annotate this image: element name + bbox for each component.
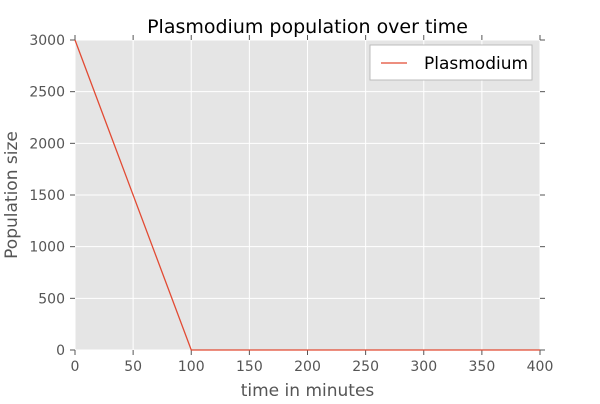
x-tick-label: 0 xyxy=(71,359,80,375)
legend: Plasmodium xyxy=(369,44,533,81)
y-tick-label: 500 xyxy=(38,291,65,307)
axis-ticks xyxy=(70,35,545,355)
axis-tick-labels: 0 50 100 150 200 250 300 350 400 0 500 1000 1500 2000… xyxy=(29,33,553,375)
y-tick-label: 2500 xyxy=(29,85,65,101)
x-tick-label: 50 xyxy=(124,359,142,375)
x-tick-label: 200 xyxy=(294,359,321,375)
y-tick-label: 3000 xyxy=(29,33,65,49)
x-tick-label: 100 xyxy=(178,359,205,375)
y-tick-label: 1500 xyxy=(29,188,65,204)
x-tick-label: 250 xyxy=(352,359,379,375)
y-tick-label: 1000 xyxy=(29,240,65,256)
x-axis-label: time in minutes xyxy=(241,381,375,400)
x-tick-label: 350 xyxy=(469,359,496,375)
chart-title: Plasmodium population over time xyxy=(147,16,468,38)
x-tick-label: 400 xyxy=(527,359,554,375)
x-tick-label: 300 xyxy=(410,359,437,375)
y-tick-label: 0 xyxy=(56,343,65,359)
y-tick-label: 2000 xyxy=(29,136,65,152)
series-line xyxy=(74,39,540,351)
y-axis-label: Population size xyxy=(2,131,22,259)
x-tick-label: 150 xyxy=(236,359,263,375)
series xyxy=(74,39,540,351)
legend-label: Plasmodium xyxy=(424,54,528,74)
